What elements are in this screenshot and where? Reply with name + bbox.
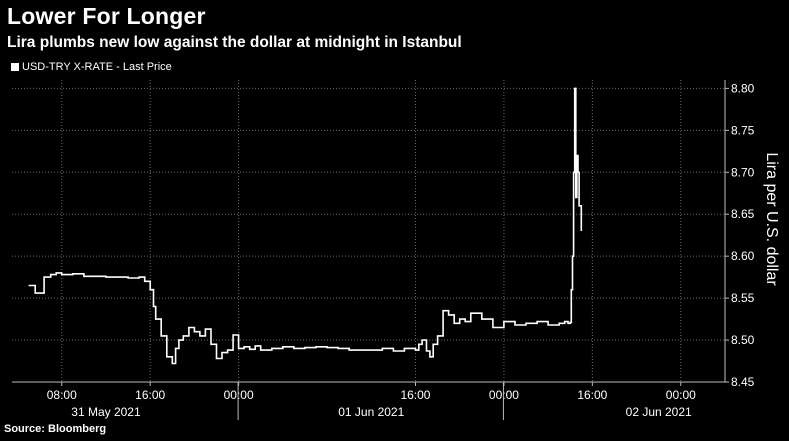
series-line-usd-try bbox=[28, 87, 583, 365]
y-tick-label: 8.75 bbox=[731, 123, 755, 137]
x-tick-label: 16:00 bbox=[135, 388, 165, 402]
x-tick-label: 00:00 bbox=[666, 388, 696, 402]
source-note: Source: Bloomberg bbox=[4, 423, 107, 435]
chart-title: Lower For Longer bbox=[7, 3, 206, 29]
legend-label: USD-TRY X-RATE - Last Price bbox=[22, 61, 172, 73]
chart-subtitle: Lira plumbs new low against the dollar a… bbox=[7, 34, 462, 51]
legend: USD-TRY X-RATE - Last Price bbox=[11, 61, 172, 73]
day-label: 02 Jun 2021 bbox=[626, 405, 692, 419]
legend-swatch bbox=[11, 63, 19, 71]
y-tick-label: 8.45 bbox=[731, 375, 755, 389]
y-tick-label: 8.70 bbox=[731, 165, 755, 179]
x-tick-label: 16:00 bbox=[400, 388, 430, 402]
x-tick-label: 00:00 bbox=[224, 388, 254, 402]
day-label: 31 May 2021 bbox=[71, 405, 141, 419]
day-label: 01 Jun 2021 bbox=[338, 405, 404, 419]
y-tick-label: 8.80 bbox=[731, 81, 755, 95]
x-tick-label: 08:00 bbox=[47, 388, 77, 402]
y-tick-label: 8.55 bbox=[731, 291, 755, 305]
x-tick-label: 00:00 bbox=[489, 388, 519, 402]
y-tick-label: 8.65 bbox=[731, 207, 755, 221]
y-tick-label: 8.60 bbox=[731, 249, 755, 263]
y-axis-title: Lira per U.S. dollar bbox=[763, 152, 780, 286]
y-tick-label: 8.50 bbox=[731, 333, 755, 347]
x-tick-label: 16:00 bbox=[577, 388, 607, 402]
